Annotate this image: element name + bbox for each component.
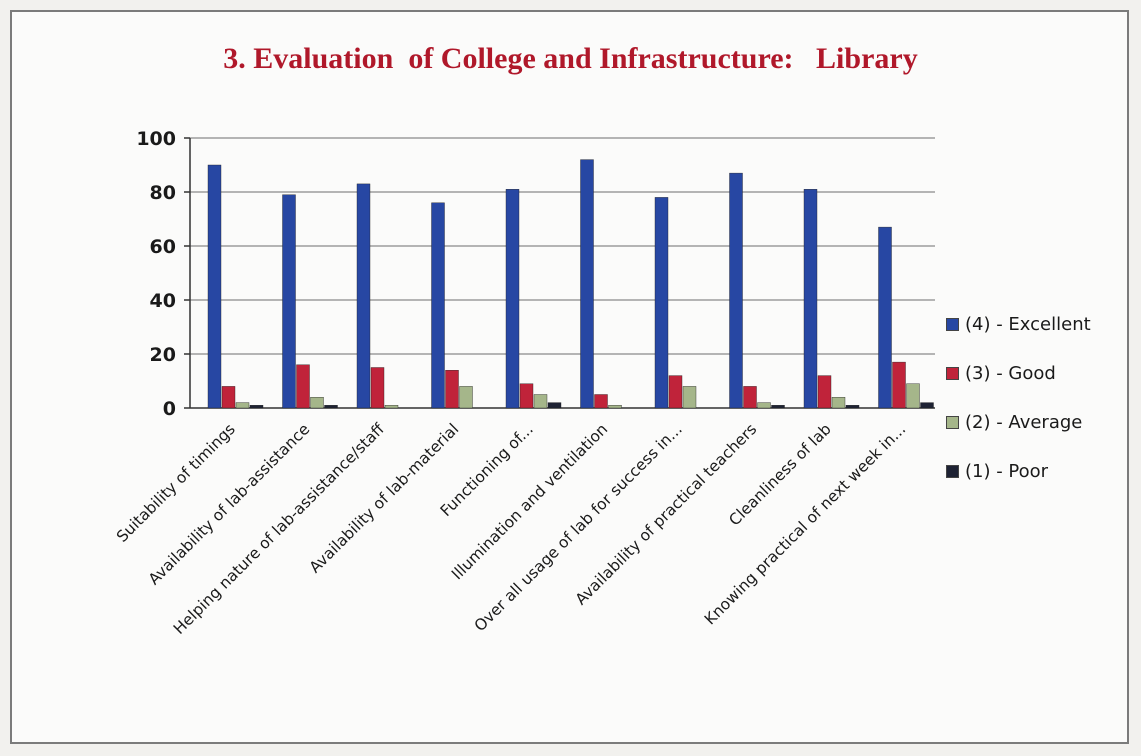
chart-title: 3. Evaluation of College and Infrastruct…	[223, 42, 918, 75]
bar	[892, 361, 906, 409]
chart-frame	[10, 10, 1129, 744]
bar	[249, 405, 264, 409]
bar	[803, 189, 818, 409]
bar	[743, 386, 757, 409]
y-tick-label: 0	[163, 398, 176, 420]
bar	[682, 386, 697, 409]
bar	[235, 402, 250, 409]
y-tick-label: 60	[150, 236, 176, 258]
bar	[878, 226, 892, 409]
y-tick-label: 40	[150, 290, 176, 312]
legend-label: (1) - Poor	[965, 461, 1049, 482]
bar	[845, 405, 860, 409]
category-label: Availability of lab-material	[306, 420, 462, 576]
bar	[384, 405, 399, 409]
category-label: Suitability of timings	[113, 420, 239, 546]
bar	[324, 405, 338, 409]
bar	[757, 402, 771, 409]
bar	[906, 383, 920, 409]
bar	[594, 394, 608, 409]
legend-swatch	[946, 416, 959, 429]
bar	[771, 405, 785, 409]
legend-swatch	[946, 318, 959, 331]
category-label: Illumination and ventilation	[448, 420, 611, 583]
bar	[654, 197, 669, 409]
legend-label: (2) - Average	[965, 412, 1083, 433]
y-tick-label: 100	[136, 128, 176, 150]
bar	[505, 189, 520, 409]
bar	[668, 375, 683, 409]
legend-swatch	[946, 465, 959, 478]
legend-swatch	[946, 367, 959, 380]
bar	[580, 159, 594, 409]
category-label: Availability of lab-assistance	[145, 420, 313, 588]
legend-item: (4) - Excellent	[946, 300, 1091, 349]
bar	[282, 194, 296, 409]
bar	[431, 202, 445, 409]
legend-item: (1) - Poor	[946, 447, 1091, 496]
chart-legend: (4) - Excellent (3) - Good (2) - Average (1…	[946, 300, 1091, 496]
legend-label: (3) - Good	[965, 363, 1056, 384]
bar	[459, 386, 473, 409]
bar	[831, 397, 846, 409]
bar	[296, 364, 310, 409]
bar	[533, 394, 548, 409]
y-tick-label: 20	[150, 344, 176, 366]
bar	[207, 164, 222, 409]
y-tick-label: 80	[150, 182, 176, 204]
bar	[310, 397, 324, 409]
bar	[445, 370, 459, 409]
bar	[920, 402, 934, 409]
bar	[356, 183, 371, 409]
bar	[370, 367, 385, 409]
bar	[221, 386, 236, 409]
bar	[608, 405, 622, 409]
bar	[729, 172, 743, 409]
legend-item: (2) - Average	[946, 398, 1091, 447]
bar	[817, 375, 832, 409]
bar	[547, 402, 562, 409]
legend-item: (3) - Good	[946, 349, 1091, 398]
bar	[519, 383, 534, 409]
legend-label: (4) - Excellent	[965, 314, 1091, 335]
